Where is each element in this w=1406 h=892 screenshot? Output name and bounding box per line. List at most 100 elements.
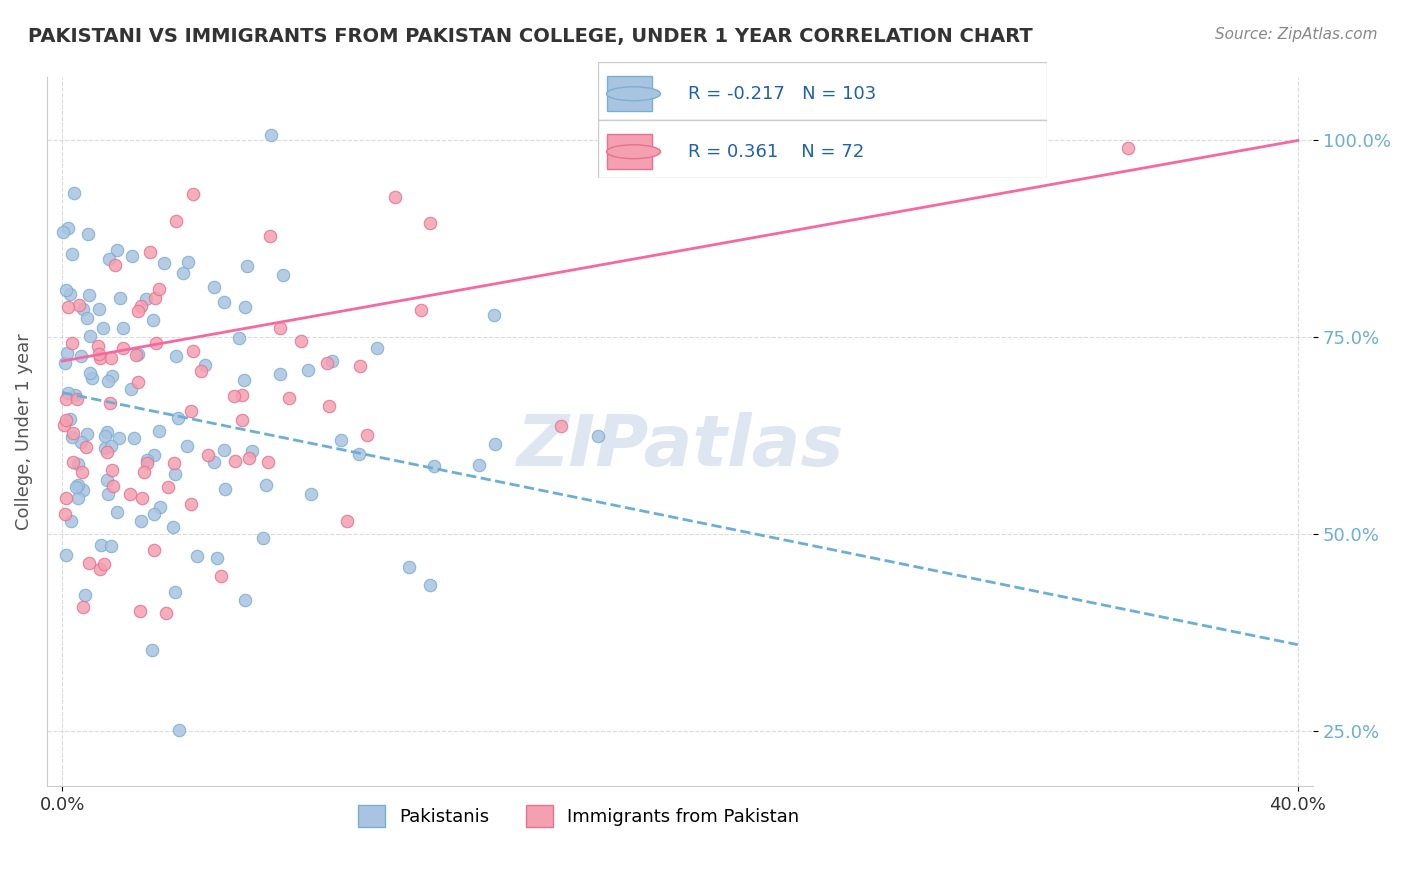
Point xyxy=(76,227,98,242)
Point xyxy=(142,507,165,521)
Point xyxy=(167,411,190,425)
Point xyxy=(72,483,94,497)
Point xyxy=(59,287,82,301)
Point xyxy=(55,413,77,427)
Point xyxy=(297,362,319,376)
Y-axis label: College, Under 1 year: College, Under 1 year xyxy=(15,334,32,531)
Point xyxy=(153,256,176,270)
Point xyxy=(89,351,111,365)
Point xyxy=(468,458,491,473)
Point xyxy=(135,456,157,470)
Point xyxy=(58,220,80,235)
FancyBboxPatch shape xyxy=(598,62,1047,120)
Point xyxy=(62,425,84,440)
Point xyxy=(120,486,142,500)
Point xyxy=(165,585,187,599)
Point xyxy=(55,392,77,407)
Point xyxy=(181,343,204,358)
Point xyxy=(128,604,150,618)
Point xyxy=(67,298,90,312)
Point xyxy=(139,244,162,259)
Point xyxy=(148,425,170,439)
Point xyxy=(550,419,572,434)
Text: PAKISTANI VS IMMIGRANTS FROM PAKISTAN COLLEGE, UNDER 1 YEAR CORRELATION CHART: PAKISTANI VS IMMIGRANTS FROM PAKISTAN CO… xyxy=(28,27,1033,45)
Point xyxy=(315,356,337,370)
Point xyxy=(177,254,200,268)
Point xyxy=(65,480,87,494)
Point xyxy=(156,480,179,494)
Point xyxy=(100,439,122,453)
Point xyxy=(87,347,110,361)
Point xyxy=(55,548,77,562)
Point xyxy=(100,395,122,409)
Point xyxy=(202,455,225,469)
Point xyxy=(77,556,100,570)
Point xyxy=(419,578,441,592)
Point xyxy=(1116,141,1139,155)
Point xyxy=(55,283,77,297)
Point xyxy=(586,429,609,443)
Point xyxy=(222,389,245,403)
Point xyxy=(165,350,187,364)
Point xyxy=(60,335,83,350)
Point xyxy=(142,543,165,558)
Point xyxy=(209,569,232,583)
Point xyxy=(70,435,93,450)
Point xyxy=(131,491,153,506)
Point xyxy=(214,482,236,496)
Point xyxy=(384,190,406,204)
Text: ZIPatlas: ZIPatlas xyxy=(516,411,844,481)
Point xyxy=(260,128,283,142)
Point xyxy=(194,358,217,372)
Point xyxy=(124,348,146,362)
Point xyxy=(134,465,156,479)
Circle shape xyxy=(606,87,661,101)
Point xyxy=(53,418,76,433)
Point xyxy=(233,373,256,387)
Point xyxy=(56,385,79,400)
Point xyxy=(143,291,166,305)
Point xyxy=(233,300,256,314)
Point xyxy=(398,560,420,574)
Point xyxy=(347,447,370,461)
Point xyxy=(143,448,166,462)
Point xyxy=(163,456,186,470)
Point xyxy=(72,301,94,316)
Point xyxy=(120,383,142,397)
Point xyxy=(79,366,101,380)
Point xyxy=(259,229,281,244)
Point xyxy=(55,346,77,360)
Point xyxy=(155,606,177,620)
Point xyxy=(186,549,208,563)
Point xyxy=(162,519,184,533)
Point xyxy=(290,334,312,348)
Point xyxy=(62,186,84,201)
Point xyxy=(52,225,75,239)
Point xyxy=(176,439,198,453)
Point xyxy=(104,258,127,272)
Point xyxy=(101,463,124,477)
Point xyxy=(53,507,76,521)
FancyBboxPatch shape xyxy=(606,77,651,112)
Point xyxy=(145,336,167,351)
Point xyxy=(63,387,86,401)
Point xyxy=(212,442,235,457)
Point xyxy=(482,308,505,322)
Text: R = -0.217   N = 103: R = -0.217 N = 103 xyxy=(688,85,876,103)
Point xyxy=(163,467,186,481)
Point xyxy=(96,425,118,439)
Point xyxy=(299,486,322,500)
Point xyxy=(97,252,120,267)
Point xyxy=(76,427,98,442)
Point xyxy=(87,338,110,352)
Point xyxy=(278,392,301,406)
Point xyxy=(90,538,112,552)
Point xyxy=(100,539,122,553)
Point xyxy=(257,455,280,469)
Point xyxy=(60,430,83,444)
Point xyxy=(484,436,506,450)
Point xyxy=(70,349,93,363)
Point xyxy=(127,304,149,318)
Point xyxy=(72,599,94,614)
Point xyxy=(252,531,274,545)
